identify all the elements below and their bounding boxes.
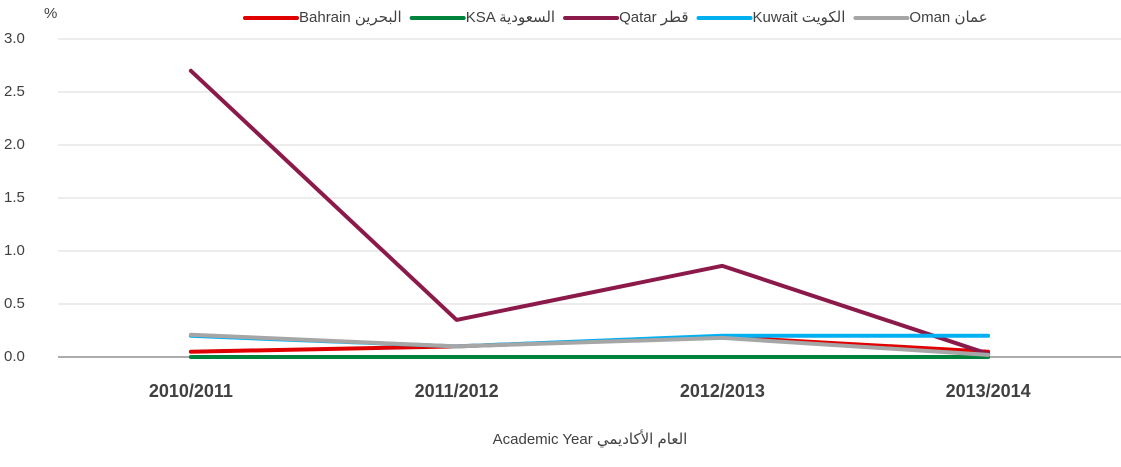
y-tick-label: 2.5 [4,83,25,100]
y-unit: % [44,5,57,22]
series-line [188,68,991,356]
x-tick-label: 2011/2012 [415,381,499,401]
x-tick-label: 2013/2014 [946,381,1031,401]
legend-label: Oman عمان [909,9,987,26]
legend-label: Kuwait الكويت [753,9,846,26]
series-line [188,332,991,357]
y-tick-label: 0.0 [4,348,25,365]
y-tick-label: 0.5 [4,295,25,312]
x-tick-label: 2010/2011 [149,381,233,401]
x-tick-label: 2012/2013 [680,381,765,401]
y-tick-label: 2.0 [4,136,25,153]
legend-label: KSA السعودية [466,9,555,26]
legend-label: Qatar قطر [619,9,688,26]
y-tick-label: 3.0 [4,30,25,47]
y-tick-label: 1.0 [4,242,25,259]
x-axis-title: Academic Year العام الأكاديمي [493,429,688,449]
legend-label: Bahrain البحرين [299,9,402,26]
y-tick-label: 1.5 [4,189,25,206]
